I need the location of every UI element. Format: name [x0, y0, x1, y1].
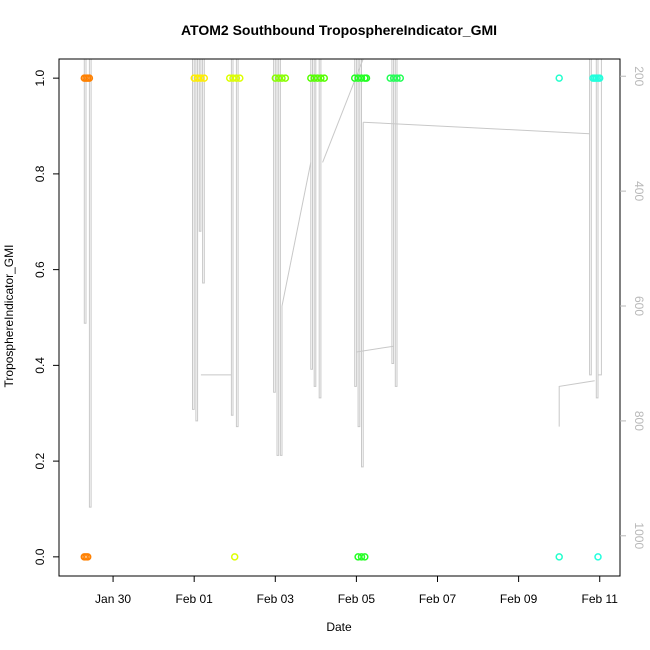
pressure-trace-segment — [83, 59, 87, 324]
data-point — [357, 74, 366, 82]
data-point — [594, 553, 602, 561]
data-point — [555, 74, 563, 82]
pressure-trace-segment — [310, 59, 313, 370]
data-point — [317, 74, 325, 82]
x-axis: Jan 30 Feb 01 Feb 03 Feb 05 Feb 07 Feb 09 Feb … — [95, 576, 618, 606]
pressure-trace-segment — [361, 59, 364, 468]
chart-title: ATOM2 Southbound TroposphereIndicator_GM… — [181, 22, 497, 38]
data-point — [320, 74, 329, 82]
y-right-tick-label: 1000 — [632, 522, 646, 549]
pressure-trace-segment — [595, 59, 599, 399]
y-tick-label: 0.6 — [33, 261, 47, 278]
data-point — [350, 74, 359, 82]
pressure-trace-segment — [391, 59, 395, 364]
y-axis-right: 200 400 600 800 1000 — [620, 66, 646, 549]
x-axis-label: Date — [326, 620, 352, 634]
x-tick-label: Feb 05 — [338, 592, 376, 606]
y-tick-label: 0.4 — [33, 357, 47, 374]
data-point — [313, 74, 322, 82]
data-point — [85, 74, 94, 82]
data-point — [555, 553, 563, 561]
pressure-trace-segment — [394, 59, 398, 387]
data-point — [595, 74, 604, 82]
data-point — [361, 553, 369, 561]
y-right-tick-label: 600 — [632, 296, 646, 316]
data-point — [393, 74, 401, 82]
data-point — [236, 74, 244, 82]
data-point — [362, 74, 371, 82]
data-point — [278, 74, 286, 82]
y-tick-label: 0.8 — [33, 165, 47, 182]
pressure-trace-segment — [279, 59, 283, 456]
pressure-trace-segment — [230, 59, 234, 416]
data-point — [200, 74, 209, 82]
pressure-trace-segment — [202, 59, 205, 284]
pressure-trace-layer — [83, 58, 602, 508]
data-point — [230, 553, 239, 561]
y-tick-label: 0.2 — [33, 452, 47, 469]
data-point — [357, 553, 366, 561]
data-point — [232, 74, 241, 82]
pressure-trace-segment — [598, 59, 602, 376]
data-point — [281, 74, 290, 82]
y-right-tick-label: 400 — [632, 181, 646, 201]
pressure-trace-segment — [276, 59, 280, 456]
y-right-tick-label: 800 — [632, 411, 646, 431]
x-tick-label: Feb 09 — [500, 592, 538, 606]
pressure-trace-segment — [273, 59, 276, 393]
x-tick-label: Feb 07 — [419, 592, 457, 606]
pressure-trace-segment — [363, 121, 590, 135]
data-points-layer — [80, 74, 604, 561]
pressure-trace-segment — [589, 59, 592, 376]
data-point — [197, 74, 205, 82]
pressure-trace-segment — [318, 59, 322, 399]
pressure-trace-segment — [235, 59, 239, 428]
pressure-trace-segment — [192, 59, 195, 410]
x-tick-label: Feb 03 — [257, 592, 295, 606]
y-tick-label: 0.0 — [33, 548, 47, 565]
pressure-trace-segment — [356, 345, 394, 353]
y-axis-label: TroposphereIndicator_GMI — [2, 245, 16, 388]
pressure-trace-segment — [558, 380, 595, 427]
pressure-trace-segment — [357, 59, 361, 428]
x-tick-label: Feb 11 — [581, 592, 618, 606]
pressure-trace-segment — [313, 59, 317, 387]
data-point — [386, 74, 394, 82]
y-axis-left: 0.0 0.2 0.4 0.6 0.8 1.0 — [33, 69, 59, 565]
pressure-trace-segment — [281, 162, 312, 307]
pressure-trace-segment — [354, 59, 357, 387]
pressure-trace-segment — [198, 59, 202, 232]
pressure-trace-segment — [195, 59, 199, 422]
x-tick-label: Jan 30 — [95, 592, 131, 606]
y-right-tick-label: 200 — [632, 66, 646, 86]
y-tick-label: 1.0 — [33, 69, 47, 86]
data-point — [396, 74, 405, 82]
data-point — [229, 74, 237, 82]
data-point — [83, 553, 92, 561]
pressure-trace-segment — [88, 59, 92, 508]
x-tick-label: Feb 01 — [176, 592, 214, 606]
plot-frame — [58, 58, 621, 577]
